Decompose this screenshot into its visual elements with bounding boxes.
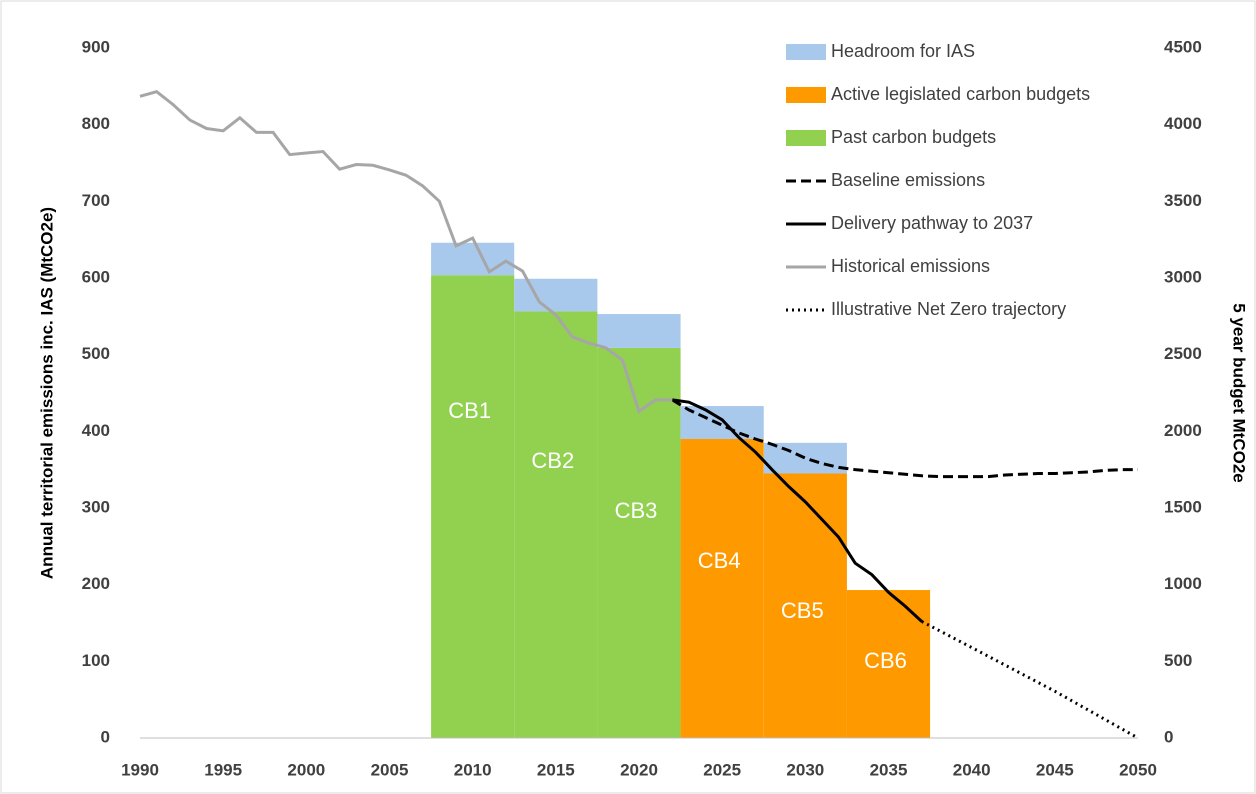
- y2-tick-label: 0: [1164, 727, 1173, 746]
- legend-label: Illustrative Net Zero trajectory: [831, 299, 1066, 319]
- y-tick-label: 800: [82, 114, 110, 133]
- y2-tick-label: 3500: [1164, 191, 1202, 210]
- bar-label: CB5: [781, 598, 824, 623]
- x-tick-label: 1995: [204, 760, 242, 779]
- bar: [680, 439, 764, 738]
- bar-label: CB6: [864, 648, 907, 673]
- bar: [514, 278, 598, 312]
- x-tick-label: 2050: [1119, 760, 1157, 779]
- y2-tick-label: 4000: [1164, 114, 1202, 133]
- y-tick-label: 400: [82, 421, 110, 440]
- y2-tick-label: 2500: [1164, 344, 1202, 363]
- x-tick-label: 2045: [1036, 760, 1074, 779]
- line: [139, 90, 673, 414]
- line: [672, 398, 923, 623]
- y2-axis-label: 5 year budget MtCO2e: [1230, 303, 1249, 483]
- legend-label: Historical emissions: [831, 256, 990, 276]
- legend-label: Delivery pathway to 2037: [831, 213, 1033, 233]
- bar: [597, 314, 681, 348]
- bar: [763, 473, 847, 738]
- x-tick-label: 2005: [371, 760, 409, 779]
- legend-label: Active legislated carbon budgets: [831, 84, 1090, 104]
- y-tick-label: 300: [82, 497, 110, 516]
- y-tick-label: 600: [82, 267, 110, 286]
- bar: [514, 311, 598, 738]
- legend-label: Past carbon budgets: [831, 127, 996, 147]
- x-tick-label: 1990: [121, 760, 159, 779]
- y2-tick-label: 4500: [1164, 37, 1202, 56]
- y-tick-label: 500: [82, 344, 110, 363]
- y-tick-label: 200: [82, 574, 110, 593]
- bar-label: CB1: [448, 398, 491, 423]
- y-tick-label: 700: [82, 191, 110, 210]
- y-tick-label: 100: [82, 651, 110, 670]
- y2-tick-label: 2000: [1164, 421, 1202, 440]
- legend-swatch: [786, 44, 826, 60]
- y-axis-label: Annual territorial emissions inc. IAS (M…: [37, 207, 56, 579]
- bar-label: CB3: [615, 498, 658, 523]
- bar-label: CB4: [698, 548, 741, 573]
- legend-swatch: [786, 130, 826, 146]
- x-tick-label: 2015: [537, 760, 575, 779]
- y2-tick-label: 500: [1164, 651, 1192, 670]
- bar: [431, 242, 515, 276]
- x-tick-label: 2035: [870, 760, 908, 779]
- y-tick-label: 0: [101, 727, 110, 746]
- y2-tick-label: 1000: [1164, 574, 1202, 593]
- legend-label: Baseline emissions: [831, 170, 985, 190]
- y-tick-label: 900: [82, 37, 110, 56]
- y2-tick-label: 3000: [1164, 267, 1202, 286]
- legend-swatch: [786, 87, 826, 103]
- line: [921, 620, 1139, 740]
- legend-label: Headroom for IAS: [831, 41, 975, 61]
- x-tick-label: 2010: [454, 760, 492, 779]
- x-tick-label: 2040: [953, 760, 991, 779]
- bar: [680, 406, 764, 439]
- line: [671, 398, 1138, 479]
- y2-tick-label: 1500: [1164, 497, 1202, 516]
- bar: [597, 347, 681, 738]
- x-tick-label: 2000: [287, 760, 325, 779]
- bar-label: CB2: [531, 448, 574, 473]
- bar: [431, 275, 515, 738]
- x-tick-label: 2025: [703, 760, 741, 779]
- bar: [763, 442, 847, 474]
- x-tick-label: 2020: [620, 760, 658, 779]
- x-tick-label: 2030: [786, 760, 824, 779]
